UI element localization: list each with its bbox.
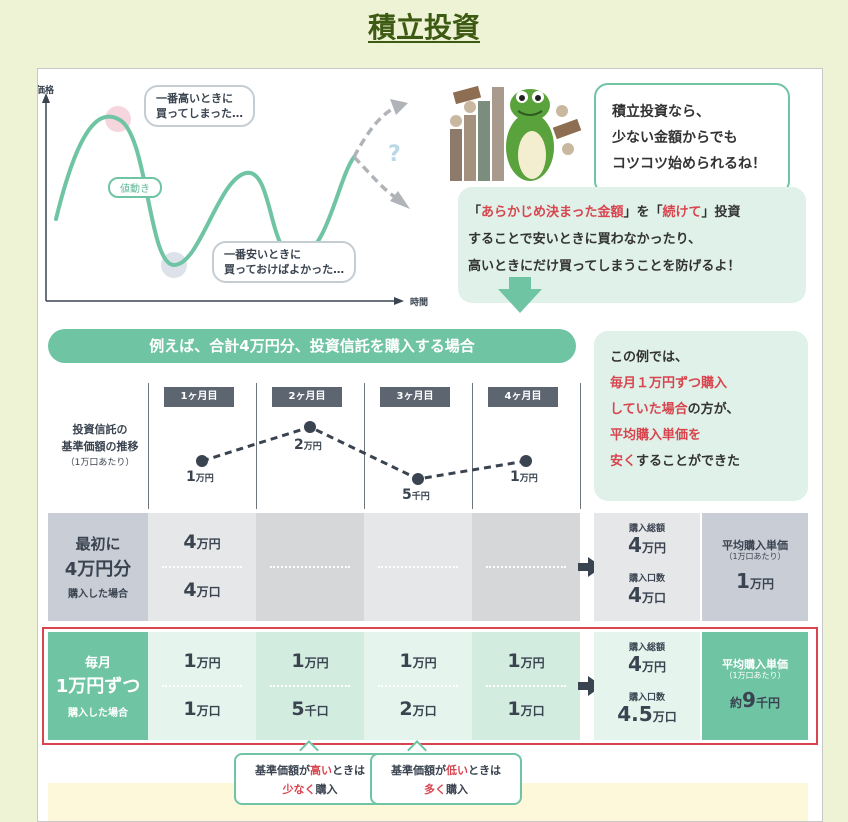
low-price-bubble: 一番安いときに 買っておけばよかった… bbox=[212, 241, 357, 283]
month-tag-2: 2ヶ月目 bbox=[272, 387, 342, 407]
page-title: 積立投資 bbox=[367, 11, 480, 44]
monthly-totals: 購入総額 4万円 購入口数 4.5万口 bbox=[594, 632, 700, 740]
price-trend-label: 投資信託の 基準価額の推移 （1万口あたり） bbox=[61, 423, 139, 468]
price-month-1: 1万円 bbox=[186, 469, 214, 485]
monthly-highlight-frame bbox=[42, 627, 818, 745]
crocodile-mascot-icon bbox=[450, 85, 582, 181]
svg-text:?: ? bbox=[388, 142, 401, 167]
infographic-card: ? 価格 時間 一番高いときに 買ってしまった… 一番安いときに 買っておけばよ… bbox=[37, 68, 823, 822]
price-month-4: 1万円 bbox=[510, 469, 538, 485]
callout-low-price: 基準価額が低いときは 多く購入 bbox=[370, 753, 522, 805]
callout-high-price: 基準価額が高いときは 少なく購入 bbox=[234, 753, 386, 805]
month-tag-3: 3ヶ月目 bbox=[380, 387, 450, 407]
monthly-label: 毎月 1万円ずつ 購入した場合 bbox=[48, 632, 148, 740]
down-arrow-icon bbox=[509, 277, 531, 291]
conclusion-note: この例では、 毎月１万円ずつ購入 していた場合の方が、 平均購入単価を 安くする… bbox=[594, 331, 808, 501]
monthly-month-4: 1万円 1万口 bbox=[472, 632, 580, 740]
monthly-month-3: 1万円 2万口 bbox=[364, 632, 472, 740]
price-month-2: 2万円 bbox=[294, 437, 322, 453]
month-tag-1: 1ヶ月目 bbox=[164, 387, 234, 407]
explanation-line-1: 「あらかじめ決まった金額」を「続けて」投資 bbox=[468, 205, 741, 220]
example-banner: 例えば、合計4万円分、投資信託を購入する場合 bbox=[48, 329, 576, 363]
lump-sum-label: 最初に 4万円分 購入した場合 bbox=[48, 513, 148, 621]
monthly-month-1: 1万円 1万口 bbox=[148, 632, 256, 740]
price-trend-line bbox=[196, 421, 532, 485]
price-month-3: 5千円 bbox=[402, 487, 430, 503]
lump-sum-month-1: 4万円 4万口 bbox=[148, 513, 256, 621]
y-axis-label: 価格 bbox=[37, 86, 55, 96]
high-price-bubble: 一番高いときに 買ってしまった… bbox=[144, 85, 256, 127]
price-chart: ? bbox=[42, 93, 410, 305]
month-tag-4: 4ヶ月目 bbox=[488, 387, 558, 407]
monthly-average: 平均購入単価 （1万口あたり） 約9千円 bbox=[702, 632, 808, 740]
fluctuation-label: 値動き bbox=[108, 177, 162, 198]
lump-sum-average: 平均購入単価 （1万口あたり） 1万円 bbox=[702, 513, 808, 621]
monthly-month-2: 1万円 5千口 bbox=[256, 632, 364, 740]
x-axis-label: 時間 bbox=[410, 298, 429, 308]
lump-sum-totals: 購入総額 4万円 購入口数 4万口 bbox=[594, 513, 700, 621]
